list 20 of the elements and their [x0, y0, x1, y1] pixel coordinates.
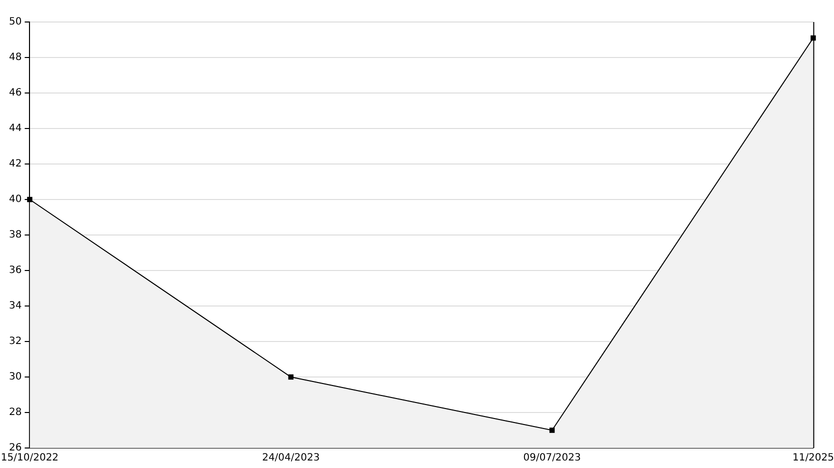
point	[549, 428, 555, 433]
y-tick-label: 40	[8, 194, 22, 206]
y-tick-label: 30	[8, 372, 22, 383]
x-tick-label: 15/10/2022	[0, 452, 59, 464]
y-tick-label: 28	[8, 407, 22, 418]
y-tick-label: 46	[8, 88, 22, 99]
y-tick-label: 42	[8, 158, 22, 170]
point	[288, 374, 294, 380]
y-tick-label: 38	[8, 230, 22, 241]
x-tick-label: 24/04/2023	[262, 452, 320, 464]
y-tick-label: 44	[8, 123, 22, 134]
x-tick-label: 09/07/2023	[523, 452, 581, 464]
x-tick-label: 11/2025	[792, 452, 834, 464]
y-tick-label: 34	[8, 300, 22, 312]
y-tick-label: 26	[8, 442, 22, 454]
point	[27, 196, 32, 202]
y-tick-label: 48	[8, 52, 22, 64]
y-tick-label: 36	[8, 265, 22, 276]
y-tick-label: 50	[8, 16, 22, 28]
y-tick-label: 32	[8, 336, 22, 348]
